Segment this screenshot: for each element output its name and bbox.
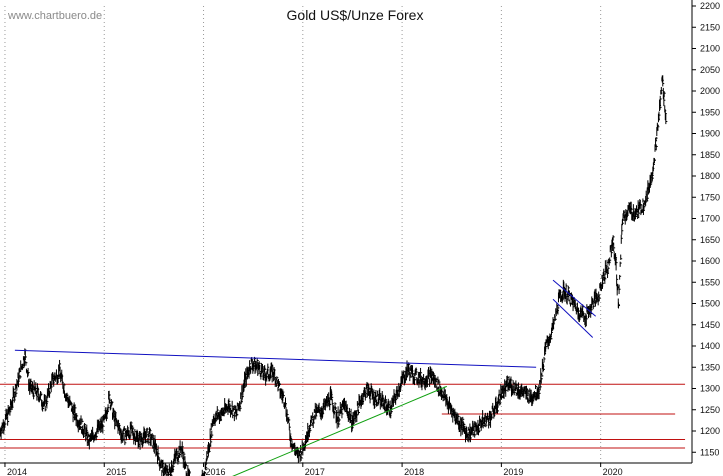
y-tick-label-1750: 1750 bbox=[700, 192, 720, 202]
x-tick-label-2018: 2018 bbox=[404, 467, 424, 476]
trend-lines bbox=[14, 279, 597, 476]
axes bbox=[0, 0, 693, 464]
y-tick-label-2100: 2100 bbox=[700, 44, 720, 54]
y-tick-label-1300: 1300 bbox=[700, 384, 720, 394]
y-tick-label-1500: 1500 bbox=[700, 299, 720, 309]
y-tick-label-2000: 2000 bbox=[700, 86, 720, 96]
y-tick-label-1700: 1700 bbox=[700, 214, 720, 224]
uptrend-line bbox=[232, 385, 447, 476]
x-tick-label-2016: 2016 bbox=[206, 467, 226, 476]
y-tick-labels: 1150 1200 1250 1300 1350 1400 1450 1500 1550 1600… bbox=[692, 1, 720, 457]
x-tick-label-2020: 2020 bbox=[603, 467, 623, 476]
x-tick-label-2014: 2014 bbox=[7, 467, 27, 476]
grid-layer bbox=[4, 6, 602, 463]
y-tick-label-2150: 2150 bbox=[700, 22, 720, 32]
chart-title: Gold US$/Unze Forex bbox=[287, 7, 424, 23]
channel-lower bbox=[552, 298, 594, 338]
y-tick-label-1400: 1400 bbox=[700, 341, 720, 351]
y-tick-label-1850: 1850 bbox=[700, 150, 720, 160]
y-tick-label-1200: 1200 bbox=[700, 426, 720, 436]
y-tick-label-2200: 2200 bbox=[700, 1, 720, 11]
x-tick-label-2015: 2015 bbox=[106, 467, 126, 476]
y-tick-label-2050: 2050 bbox=[700, 65, 720, 75]
support-lines bbox=[0, 383, 686, 449]
y-tick-label-1550: 1550 bbox=[700, 277, 720, 287]
y-tick-label-1800: 1800 bbox=[700, 171, 720, 181]
price-bars bbox=[0, 75, 668, 476]
y-tick-label-1600: 1600 bbox=[700, 256, 720, 266]
x-tick-labels: 2014 2015 2016 2017 2018 2019 2020 bbox=[4, 463, 623, 476]
y-tick-label-1350: 1350 bbox=[700, 362, 720, 372]
watermark: www.chartbuero.de bbox=[7, 10, 102, 22]
y-tick-label-1450: 1450 bbox=[700, 320, 720, 330]
y-tick-label-1650: 1650 bbox=[700, 235, 720, 245]
resistance-trendline bbox=[14, 349, 537, 368]
y-tick-label-1900: 1900 bbox=[700, 129, 720, 139]
x-tick-label-2019: 2019 bbox=[503, 467, 523, 476]
y-tick-label-1250: 1250 bbox=[700, 405, 720, 415]
y-tick-label-1950: 1950 bbox=[700, 107, 720, 117]
y-tick-label-1150: 1150 bbox=[700, 447, 719, 457]
channel-upper bbox=[552, 279, 597, 317]
x-tick-label-2017: 2017 bbox=[305, 467, 325, 476]
